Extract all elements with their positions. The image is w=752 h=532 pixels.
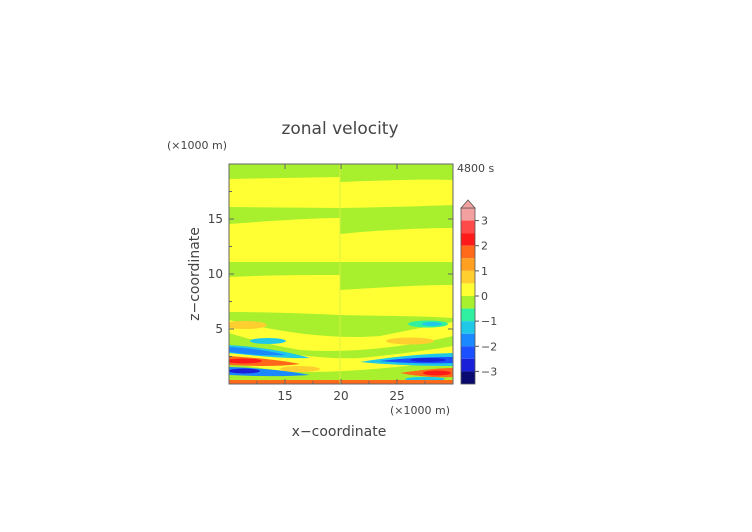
colorbar-swatch [461,208,475,221]
colorbar-extend-arrow [460,199,476,209]
field-cyan-lens-3 [422,322,442,326]
colorbar-swatch [461,321,475,334]
field-orange-lens-1 [229,321,267,329]
y-axis-ticks: 5 10 15 [208,191,453,357]
x-tick-label: 15 [277,389,292,403]
field-band-upper-3 [229,275,453,318]
colorbar-swatch [461,258,475,271]
field-cyan-lens-1 [250,338,286,344]
field-band-upper-2 [229,218,453,262]
colorbar-tick-label: 1 [481,265,488,278]
x-tick-label: 20 [333,389,348,403]
colorbar-tick-label: 3 [481,215,488,228]
colorbar-swatch [461,245,475,259]
chart-title: zonal velocity [281,119,398,139]
y-unit-label: (×1000 m) [167,139,227,152]
x-unit-label: (×1000 m) [390,404,450,417]
colorbar-swatch [461,308,475,322]
field-band-upper-1 [229,177,453,208]
colorbar-swatch [461,283,475,296]
colorbar-swatch [461,233,475,246]
colorbar-swatch [461,333,475,347]
field-orange-lens-3 [280,366,320,372]
colorbar-tick-label: 2 [481,240,488,253]
x-axis-ticks: 15 20 25 [256,164,426,403]
colorbar: 3 2 1 0 −1 −2 −3 [460,199,497,385]
colorbar-tick-label: −1 [481,315,497,328]
y-axis-label: z−coordinate [187,227,203,321]
field-red-band-left [229,356,300,366]
field-blue-band-left [229,347,286,356]
x-axis-label: x−coordinate [292,424,387,440]
x-tick-label: 25 [389,389,404,403]
colorbar-swatch [461,346,475,359]
colorbar-swatch [461,220,475,234]
colorbar-swatch [461,371,475,384]
y-tick-label: 15 [208,212,223,226]
colorbar-tick-label: −2 [481,340,497,353]
time-label: 4800 s [457,162,494,175]
colorbar-tick-label: −3 [481,365,497,378]
field-red-core-left [229,358,262,364]
field-orange-lens-2 [386,337,434,345]
y-tick-label: 5 [215,322,223,336]
field-darkblue-core-right [410,358,446,362]
colorbar-swatch [461,296,475,309]
colorbar-tick-label: 0 [481,290,488,303]
colorbar-swatch [461,358,475,372]
colorbar-swatch [461,270,475,284]
field-darkblue-core-bottom [229,368,260,374]
heatmap-plot-area [229,164,453,384]
field-red-core-right [423,370,451,376]
y-tick-label: 10 [208,267,223,281]
